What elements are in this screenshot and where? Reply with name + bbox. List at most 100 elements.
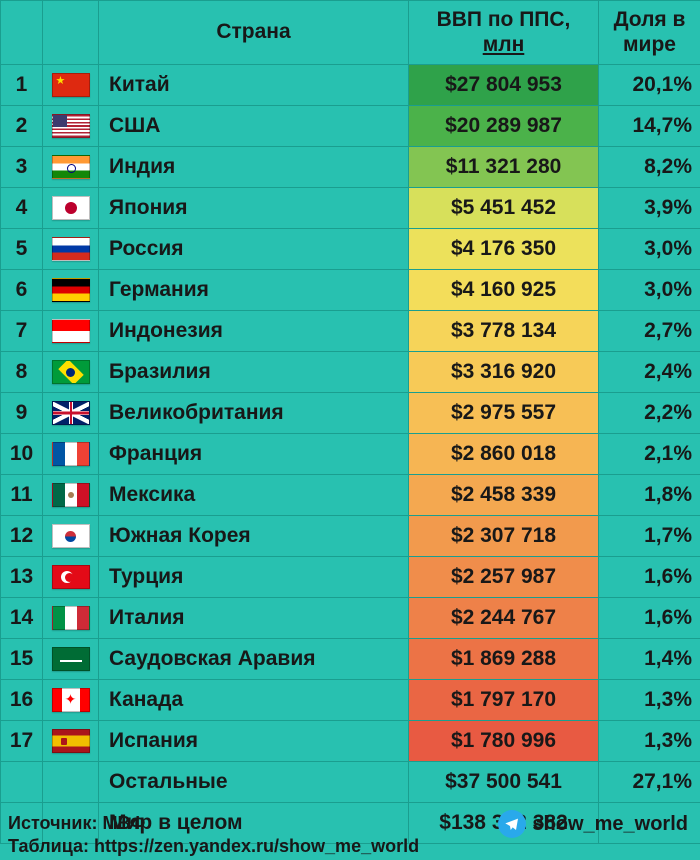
rank-cell: 10 bbox=[1, 434, 43, 475]
flag-cell bbox=[43, 270, 99, 311]
gdp-cell: $5 451 452 bbox=[409, 188, 599, 229]
table-row: 11Мексика$2 458 3391,8% bbox=[1, 475, 700, 516]
table-row: 3Индия$11 321 2808,2% bbox=[1, 147, 700, 188]
share-cell: 1,4% bbox=[599, 639, 700, 680]
share-cell: 2,4% bbox=[599, 352, 700, 393]
header-share-line2: мире bbox=[623, 33, 676, 56]
de-flag-icon bbox=[52, 278, 90, 302]
table-row: 9Великобритания$2 975 5572,2% bbox=[1, 393, 700, 434]
flag-cell bbox=[43, 393, 99, 434]
tr-flag-icon bbox=[52, 565, 90, 589]
rank-cell: 5 bbox=[1, 229, 43, 270]
gb-flag-icon bbox=[52, 401, 90, 425]
gdp-cell: $2 257 987 bbox=[409, 557, 599, 598]
share-cell: 2,2% bbox=[599, 393, 700, 434]
flag-cell bbox=[43, 475, 99, 516]
gdp-cell: $1 797 170 bbox=[409, 680, 599, 721]
country-cell: Мексика bbox=[99, 475, 409, 516]
kr-flag-icon bbox=[52, 524, 90, 548]
gdp-cell: $2 244 767 bbox=[409, 598, 599, 639]
rank-cell: 13 bbox=[1, 557, 43, 598]
flag-cell bbox=[43, 188, 99, 229]
gdp-cell: $1 869 288 bbox=[409, 639, 599, 680]
share-cell: 1,6% bbox=[599, 557, 700, 598]
share-cell: 14,7% bbox=[599, 106, 700, 147]
country-cell: Россия bbox=[99, 229, 409, 270]
country-cell: Индия bbox=[99, 147, 409, 188]
fr-flag-icon bbox=[52, 442, 90, 466]
table-row: 12Южная Корея$2 307 7181,7% bbox=[1, 516, 700, 557]
summary-label: Остальные bbox=[99, 762, 409, 803]
share-cell: 1,6% bbox=[599, 598, 700, 639]
country-cell: США bbox=[99, 106, 409, 147]
gdp-cell: $2 458 339 bbox=[409, 475, 599, 516]
gdp-cell: $3 316 920 bbox=[409, 352, 599, 393]
share-cell: 3,0% bbox=[599, 229, 700, 270]
country-cell: Испания bbox=[99, 721, 409, 762]
header-rank bbox=[1, 1, 43, 65]
channel-tag: show_me_world bbox=[498, 810, 688, 838]
table-row: 5 Россия$4 176 3503,0% bbox=[1, 229, 700, 270]
country-cell: Великобритания bbox=[99, 393, 409, 434]
rank-cell: 15 bbox=[1, 639, 43, 680]
gdp-cell: $2 307 718 bbox=[409, 516, 599, 557]
ru-flag-icon bbox=[52, 237, 90, 261]
table-row: 10Франция$2 860 0182,1% bbox=[1, 434, 700, 475]
flag-cell bbox=[43, 680, 99, 721]
gdp-cell: $37 500 541 bbox=[409, 762, 599, 803]
rank-cell: 12 bbox=[1, 516, 43, 557]
country-cell: Германия bbox=[99, 270, 409, 311]
share-cell: 3,9% bbox=[599, 188, 700, 229]
br-flag-icon bbox=[52, 360, 90, 384]
in-flag-icon bbox=[52, 155, 90, 179]
header-share-line1: Доля в bbox=[614, 8, 686, 31]
table-row: 2США$20 289 98714,7% bbox=[1, 106, 700, 147]
footer: Источник: МВФ Таблица: https://zen.yande… bbox=[0, 808, 700, 860]
flag-cell bbox=[43, 352, 99, 393]
header-flag bbox=[43, 1, 99, 65]
flag-cell bbox=[43, 639, 99, 680]
table-row: 16Канада$1 797 1701,3% bbox=[1, 680, 700, 721]
gdp-table: Страна ВВП по ППС, млн Доля в мире 1Кита… bbox=[0, 0, 700, 844]
country-cell: Франция bbox=[99, 434, 409, 475]
flag-cell bbox=[43, 311, 99, 352]
country-cell: Канада bbox=[99, 680, 409, 721]
gdp-cell: $4 176 350 bbox=[409, 229, 599, 270]
gdp-cell: $20 289 987 bbox=[409, 106, 599, 147]
table-row: 1Китай$27 804 95320,1% bbox=[1, 65, 700, 106]
rank-cell: 7 bbox=[1, 311, 43, 352]
table-row: 13Турция$2 257 9871,6% bbox=[1, 557, 700, 598]
table-row: 8 Бразилия$3 316 9202,4% bbox=[1, 352, 700, 393]
country-cell: Бразилия bbox=[99, 352, 409, 393]
rank-cell: 9 bbox=[1, 393, 43, 434]
channel-name: show_me_world bbox=[532, 812, 688, 837]
flag-cell bbox=[43, 721, 99, 762]
table-row: 7 Индонезия$3 778 1342,7% bbox=[1, 311, 700, 352]
telegram-icon bbox=[498, 810, 526, 838]
rank-cell: 6 bbox=[1, 270, 43, 311]
header-row: Страна ВВП по ППС, млн Доля в мире bbox=[1, 1, 700, 65]
infographic-page: Страна ВВП по ППС, млн Доля в мире 1Кита… bbox=[0, 0, 700, 860]
it-flag-icon bbox=[52, 606, 90, 630]
table-row: 4Япония$5 451 4523,9% bbox=[1, 188, 700, 229]
flag-cell bbox=[43, 229, 99, 270]
rank-cell: 8 bbox=[1, 352, 43, 393]
country-cell: Япония bbox=[99, 188, 409, 229]
flag-cell bbox=[43, 65, 99, 106]
flag-cell bbox=[43, 434, 99, 475]
country-cell: Южная Корея bbox=[99, 516, 409, 557]
gdp-cell: $1 780 996 bbox=[409, 721, 599, 762]
table-body: 1Китай$27 804 95320,1%2США$20 289 98714,… bbox=[1, 65, 700, 844]
header-gdp-line2: млн bbox=[483, 33, 525, 56]
share-cell: 27,1% bbox=[599, 762, 700, 803]
cn-flag-icon bbox=[52, 73, 90, 97]
ca-flag-icon bbox=[52, 688, 90, 712]
flag-cell bbox=[43, 106, 99, 147]
gdp-cell: $2 860 018 bbox=[409, 434, 599, 475]
share-cell: 2,7% bbox=[599, 311, 700, 352]
table-row: 17Испания$1 780 9961,3% bbox=[1, 721, 700, 762]
gdp-cell: $3 778 134 bbox=[409, 311, 599, 352]
country-cell: Индонезия bbox=[99, 311, 409, 352]
rank-cell: 17 bbox=[1, 721, 43, 762]
header-gdp: ВВП по ППС, млн bbox=[409, 1, 599, 65]
